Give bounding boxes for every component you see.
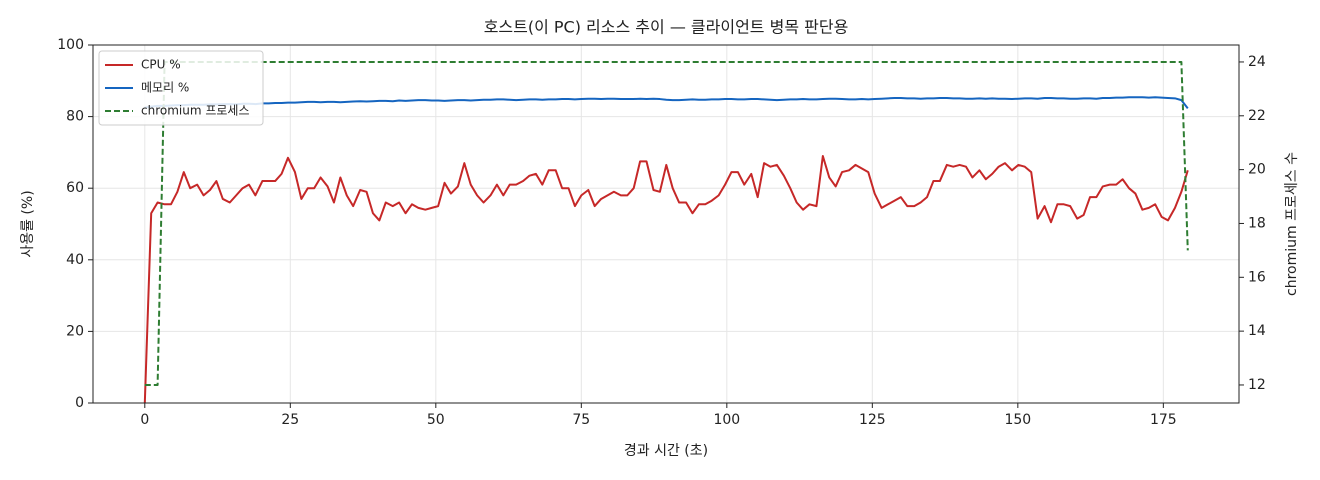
y2-tick-label: 16: [1248, 269, 1266, 285]
y-axis-label: 사용률 (%): [20, 190, 36, 257]
series-line: [144, 60, 1189, 386]
x-tick-label: 150: [1004, 412, 1031, 428]
x-tick-label: 50: [427, 412, 445, 428]
x-tick-label: 125: [859, 412, 886, 428]
legend-label: CPU %: [141, 58, 181, 72]
y-tick-label: 40: [66, 252, 84, 268]
legend-box: [98, 50, 264, 126]
y2-tick-label: 12: [1248, 377, 1266, 393]
y2-tick-label: 24: [1248, 54, 1266, 70]
y2-tick-label: 14: [1248, 323, 1266, 339]
y2-tick-label: 18: [1248, 215, 1266, 231]
x-tick-label: 75: [572, 412, 590, 428]
y-tick-label: 20: [66, 323, 84, 339]
x-tick-label: 0: [140, 412, 149, 428]
series-line: [143, 154, 1189, 404]
legend: CPU % 메모리 % chromium 프로세스: [98, 50, 264, 126]
x-axis-label: 경과 시간 (초): [624, 443, 708, 459]
y-tick-label: 80: [66, 109, 84, 125]
y-tick-label: 60: [66, 180, 84, 196]
y2-tick-label: 20: [1248, 162, 1266, 178]
legend-label: 메모리 %: [141, 81, 189, 95]
chart-title: 호스트(이 PC) 리소스 추이 — 클라이언트 병목 판단용: [484, 18, 849, 37]
x-tick-label: 25: [281, 412, 299, 428]
y-tick-label: 0: [75, 395, 84, 411]
plot-frame: [92, 44, 1240, 404]
y2-tick-label: 22: [1248, 108, 1266, 124]
x-tick-label: 175: [1150, 412, 1177, 428]
legend-label: chromium 프로세스: [141, 104, 250, 118]
y-tick-label: 100: [57, 37, 84, 53]
series-line: [144, 96, 1189, 109]
x-tick-label: 100: [713, 412, 740, 428]
y2-axis-label: chromium 프로세스 수: [1284, 152, 1300, 296]
